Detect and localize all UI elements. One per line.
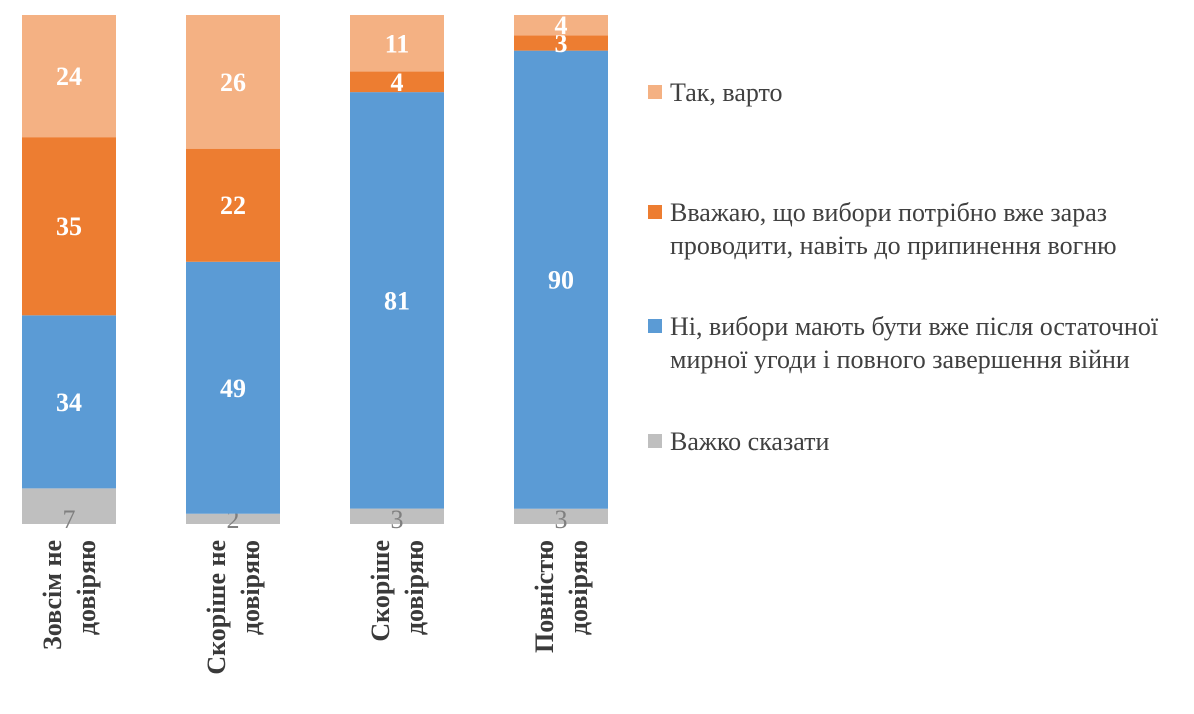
data-label-1-series-1: 7 (63, 505, 76, 534)
data-label-2-series-3: 22 (220, 191, 246, 220)
bar-segment-2-series-4 (186, 15, 280, 149)
legend-label-vybory-zaraz: Вважаю, що вибори потрібно вже зараз про… (670, 198, 1117, 260)
data-label-4-series-2: 90 (548, 266, 574, 295)
legend-item-vybory-pislia: Ні, вибори мають бути вже після остаточн… (648, 310, 1180, 376)
legend-item-vybory-zaraz: Вважаю, що вибори потрібно вже зараз про… (648, 196, 1180, 262)
bar-segment-3-series-4 (350, 15, 444, 72)
legend-label-tak-varto: Так, варто (670, 78, 783, 107)
bar-segment-3-series-2 (350, 92, 444, 509)
data-label-3-series-2: 81 (384, 286, 410, 315)
data-label-4-series-3: 3 (555, 29, 568, 58)
legend-item-tak-varto: Так, варто (648, 76, 1180, 109)
bar-segment-3-series-1 (350, 508, 444, 524)
bar-segment-1-series-4 (22, 15, 116, 138)
category-label-4: Повністю довіряю (530, 540, 593, 653)
data-label-1-series-3: 35 (56, 212, 82, 241)
data-label-3-series-4: 11 (385, 29, 410, 58)
legend-item-vazhko-skazaty: Важко сказати (648, 425, 1180, 458)
bar-segment-2-series-2 (186, 261, 280, 514)
data-label-2-series-4: 26 (220, 68, 246, 97)
bar-segment-4-series-3 (514, 35, 608, 51)
bar-segment-2-series-3 (186, 148, 280, 262)
data-label-2-series-2: 49 (220, 374, 246, 403)
bar-segment-4-series-2 (514, 50, 608, 509)
bar-segment-4-series-1 (514, 508, 608, 524)
legend-swatch-vazhko-skazaty (648, 434, 662, 448)
bar-segment-2-series-1 (186, 513, 280, 524)
data-label-3-series-3: 4 (391, 68, 404, 97)
legend-label-vybory-pislia: Ні, вибори мають бути вже після остаточн… (670, 312, 1159, 374)
data-label-4-series-1: 3 (555, 505, 568, 534)
legend-swatch-vybory-pislia (648, 319, 662, 333)
legend-swatch-vybory-zaraz (648, 205, 662, 219)
bar-segment-1-series-1 (22, 488, 116, 524)
data-label-1-series-4: 24 (56, 62, 82, 91)
legend-label-vazhko-skazaty: Важко сказати (670, 427, 830, 456)
category-label-2: Скоріше не довіряю (202, 540, 265, 675)
legend-swatch-tak-varto (648, 85, 662, 99)
data-label-3-series-1: 3 (391, 505, 404, 534)
data-label-1-series-2: 34 (56, 388, 82, 417)
data-label-4-series-4: 4 (555, 11, 568, 40)
bar-segment-1-series-3 (22, 137, 116, 316)
category-label-3: Скоріше довіряю (366, 540, 429, 642)
bar-segment-4-series-4 (514, 15, 608, 36)
bar-segment-3-series-3 (350, 71, 444, 93)
bar-segment-1-series-2 (22, 315, 116, 489)
category-label-1: Зовсім не довіряю (38, 540, 101, 650)
